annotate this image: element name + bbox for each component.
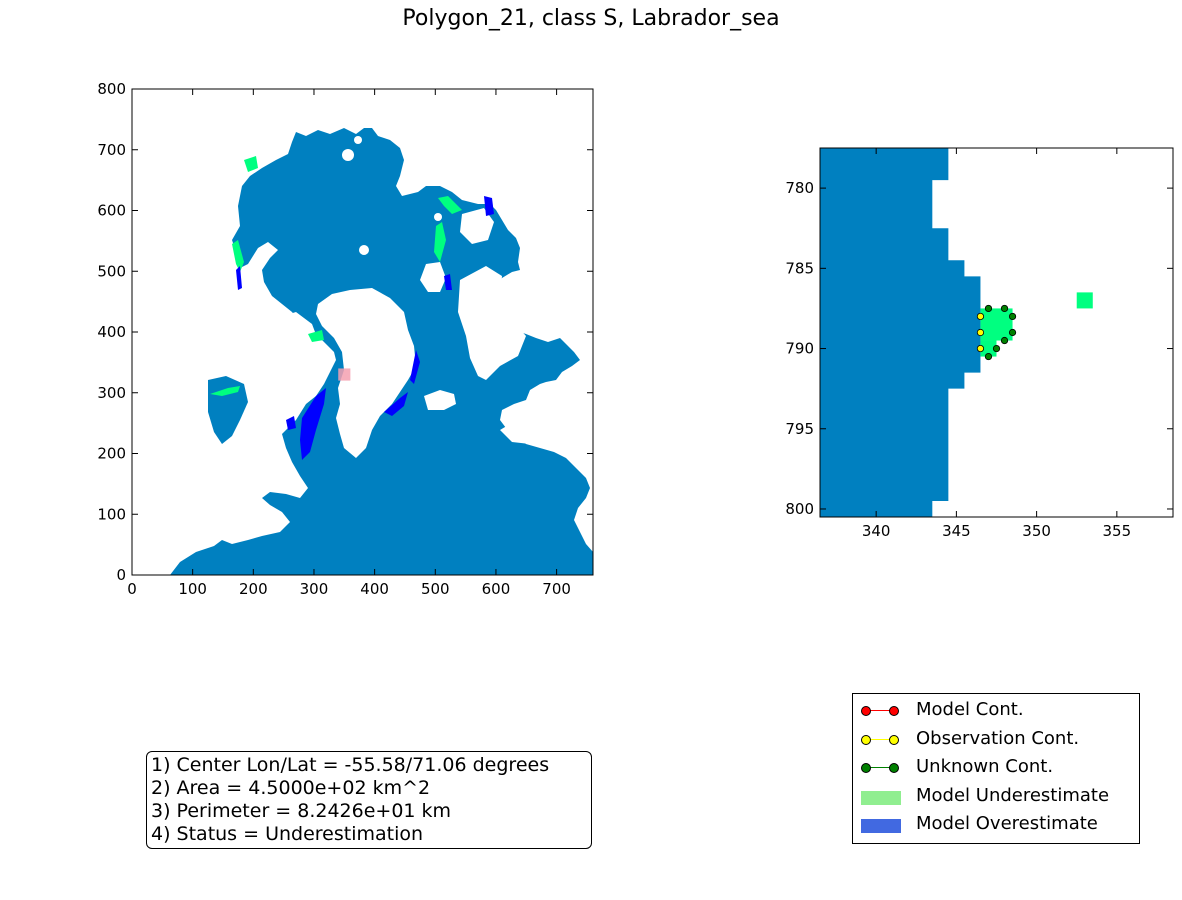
overview-x-tick-label: 300: [300, 580, 329, 598]
legend-entry-observation-cont: Observation Cont.: [853, 726, 1139, 754]
figure-title: Polygon_21, class S, Labrador_sea: [402, 6, 780, 31]
legend-label: Observation Cont.: [916, 728, 1080, 749]
observation-contour-point: [976, 344, 985, 353]
overview-x-tick-label: 0: [127, 580, 137, 598]
overview-x-tick-label: 200: [239, 580, 268, 598]
overview-x-tick-label: 100: [178, 580, 207, 598]
overview-y-tick-label: 800: [97, 80, 126, 98]
overview-y-tick-label: 300: [97, 384, 126, 402]
zoom-underestimate-patch: [1076, 292, 1093, 309]
zoom-underestimate-patch: [980, 308, 1013, 341]
zoom-y-tick-label: 795: [785, 420, 814, 438]
legend-label: Unknown Cont.: [916, 756, 1054, 777]
zoom-y-tick-label: 790: [785, 340, 814, 358]
legend-label: Model Underestimate: [916, 785, 1110, 806]
legend-entry-model-underestimate: Model Underestimate: [853, 783, 1139, 811]
zoom-x-tick-label: 350: [1022, 522, 1051, 540]
unknown-contour-point: [1008, 328, 1017, 337]
zoom-ocean-area: [820, 148, 981, 517]
overview-y-tick-label: 700: [97, 141, 126, 159]
overview-baffin-land: [246, 312, 318, 426]
unknown-contour-point: [1008, 312, 1017, 321]
overview-map-panel: 0 100 200 300 400 500 600 700 0 100 200 300 400 500 60…: [97, 80, 594, 598]
zoom-x-tick-label: 340: [862, 522, 891, 540]
overview-x-tick-label: 500: [421, 580, 450, 598]
overview-europe-land: [458, 266, 526, 380]
unknown-contour-point: [1000, 336, 1009, 345]
overview-y-tick-label: 500: [97, 262, 126, 280]
observation-contour-point: [976, 328, 985, 337]
zoom-x-tick-label: 345: [942, 522, 971, 540]
info-center: 1) Center Lon/Lat = -55.58/71.06 degrees: [151, 754, 550, 776]
zoom-x-tick-label: 355: [1103, 522, 1132, 540]
legend-entry-unknown-cont: Unknown Cont.: [853, 754, 1139, 782]
overview-x-tick-label: 600: [482, 580, 511, 598]
legend-label: Model Cont.: [916, 699, 1024, 720]
zoom-y-tick-label: 780: [785, 179, 814, 197]
unknown-contour-point: [992, 344, 1001, 353]
zoom-y-tick-label: 785: [785, 259, 814, 277]
overview-x-tick-label: 400: [360, 580, 389, 598]
legend-entry-model-cont: Model Cont.: [853, 697, 1139, 725]
observation-contour-point: [976, 312, 985, 321]
info-perimeter: 3) Perimeter = 8.2426e+01 km: [151, 800, 452, 822]
overview-y-tick-label: 100: [97, 505, 126, 523]
zoom-underestimate-patch: [980, 340, 997, 357]
polygon-info-box: 1) Center Lon/Lat = -55.58/71.06 degrees…: [146, 751, 592, 849]
overview-y-tick-label: 200: [97, 445, 126, 463]
unknown-contour-point: [984, 352, 993, 361]
info-status: 4) Status = Underestimation: [151, 823, 424, 845]
zoom-map-panel: 340 345 350 355 780 785 790 795 800: [785, 147, 1174, 540]
overview-y-tick-label: 0: [116, 566, 126, 584]
overview-highlight-box: [338, 368, 351, 381]
info-area: 2) Area = 4.5000e+02 km^2: [151, 777, 431, 799]
overview-x-tick-label: 700: [542, 580, 571, 598]
chart-legend: Model Cont. Observation Cont. Unknown Co…: [852, 693, 1140, 844]
unknown-contour-point: [1000, 304, 1009, 313]
legend-entry-model-overestimate: Model Overestimate: [853, 811, 1139, 839]
zoom-y-tick-label: 800: [785, 500, 814, 518]
unknown-contour-point: [984, 304, 993, 313]
overview-y-tick-label: 600: [97, 202, 126, 220]
overview-y-tick-label: 400: [97, 323, 126, 341]
legend-label: Model Overestimate: [916, 813, 1098, 834]
zoom-map-frame: [819, 147, 1174, 518]
overview-greenland-land: [316, 288, 416, 458]
